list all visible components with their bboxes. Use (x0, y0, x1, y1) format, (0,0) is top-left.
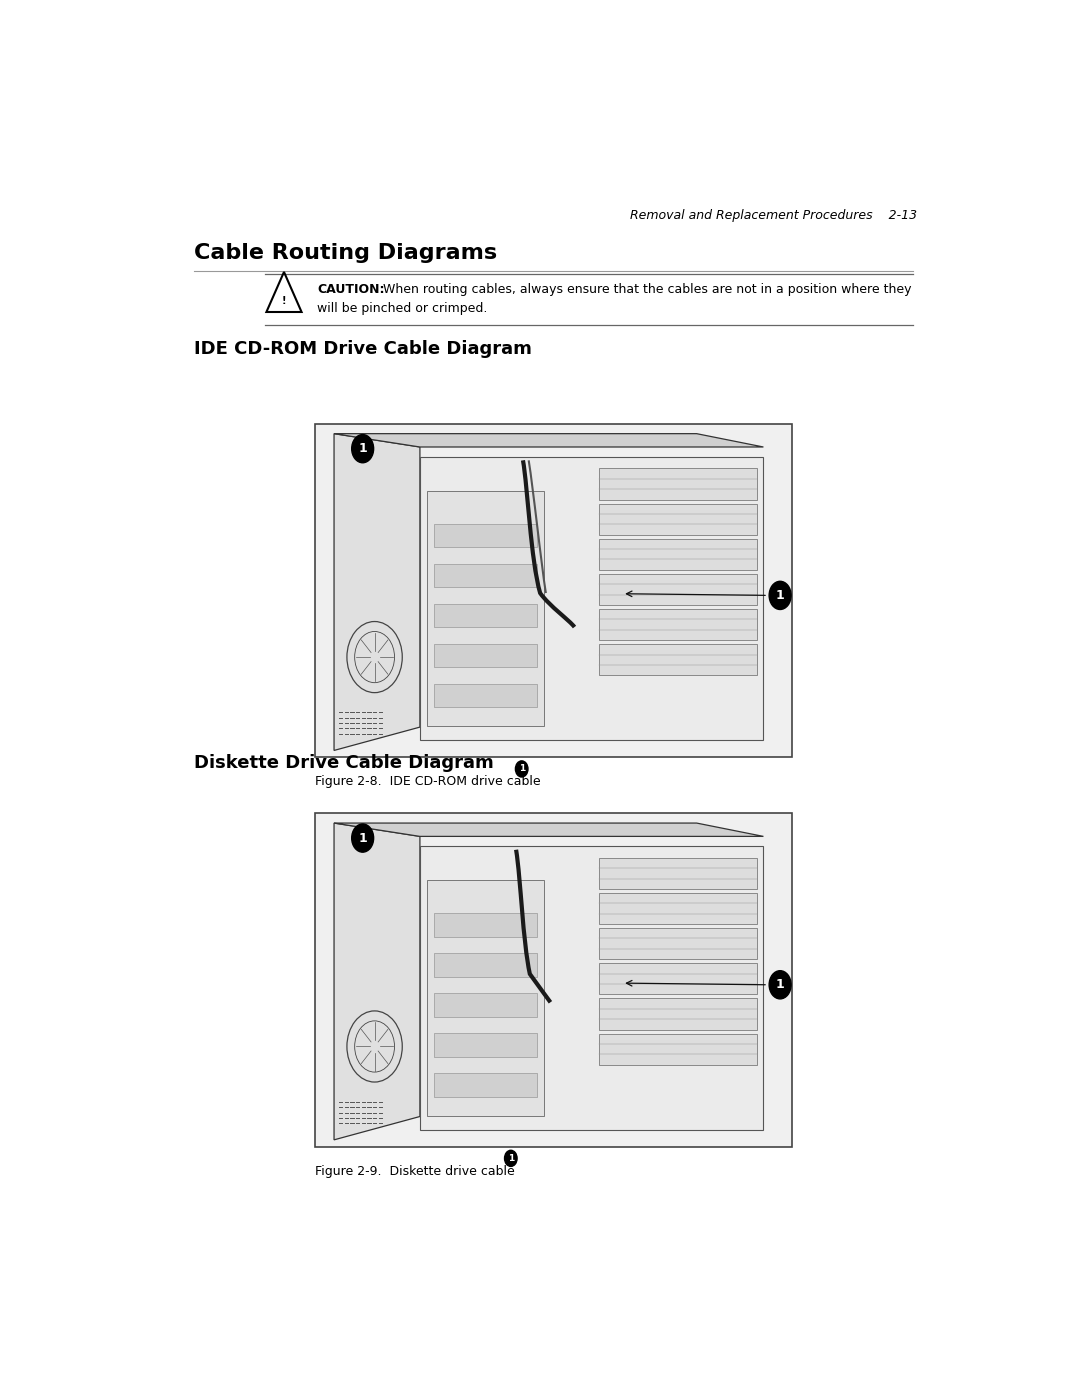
FancyBboxPatch shape (420, 847, 764, 1130)
Text: Diskette Drive Cable Diagram: Diskette Drive Cable Diagram (193, 754, 494, 773)
Circle shape (515, 761, 528, 777)
Polygon shape (334, 823, 764, 837)
FancyBboxPatch shape (598, 964, 757, 995)
FancyBboxPatch shape (598, 574, 757, 605)
Text: When routing cables, always ensure that the cables are not in a position where t: When routing cables, always ensure that … (375, 282, 912, 296)
FancyBboxPatch shape (420, 457, 764, 740)
FancyBboxPatch shape (434, 644, 537, 668)
Circle shape (769, 971, 791, 999)
FancyBboxPatch shape (434, 953, 537, 977)
Text: IDE CD-ROM Drive Cable Diagram: IDE CD-ROM Drive Cable Diagram (193, 339, 531, 358)
Text: 1: 1 (775, 978, 784, 992)
FancyBboxPatch shape (434, 524, 537, 548)
FancyBboxPatch shape (427, 880, 543, 1116)
Text: 1: 1 (359, 443, 367, 455)
FancyBboxPatch shape (598, 609, 757, 640)
FancyBboxPatch shape (434, 914, 537, 937)
Circle shape (352, 434, 374, 462)
FancyBboxPatch shape (598, 858, 757, 888)
Circle shape (504, 1150, 517, 1166)
Text: Figure 2-9.  Diskette drive cable: Figure 2-9. Diskette drive cable (315, 1165, 518, 1178)
FancyBboxPatch shape (598, 644, 757, 675)
Text: 1: 1 (518, 764, 525, 774)
FancyBboxPatch shape (598, 999, 757, 1030)
Text: !: ! (282, 296, 286, 306)
FancyBboxPatch shape (598, 468, 757, 500)
FancyBboxPatch shape (434, 1073, 537, 1097)
Text: Figure 2-8.  IDE CD-ROM drive cable: Figure 2-8. IDE CD-ROM drive cable (315, 775, 544, 788)
Text: 1: 1 (508, 1154, 514, 1162)
Text: Cable Routing Diagrams: Cable Routing Diagrams (193, 243, 497, 263)
FancyBboxPatch shape (598, 539, 757, 570)
Polygon shape (334, 823, 420, 1140)
FancyBboxPatch shape (598, 893, 757, 923)
Text: CAUTION:: CAUTION: (318, 282, 384, 296)
FancyBboxPatch shape (434, 993, 537, 1017)
FancyBboxPatch shape (434, 685, 537, 707)
FancyBboxPatch shape (598, 928, 757, 960)
Text: will be pinched or crimped.: will be pinched or crimped. (318, 302, 488, 316)
FancyBboxPatch shape (315, 813, 792, 1147)
FancyBboxPatch shape (598, 1034, 757, 1065)
FancyBboxPatch shape (427, 490, 543, 726)
FancyBboxPatch shape (434, 564, 537, 588)
Circle shape (352, 824, 374, 852)
Text: Removal and Replacement Procedures    2-13: Removal and Replacement Procedures 2-13 (631, 208, 918, 222)
FancyBboxPatch shape (434, 1034, 537, 1058)
Polygon shape (334, 433, 764, 447)
Text: 1: 1 (359, 831, 367, 845)
FancyBboxPatch shape (598, 503, 757, 535)
Circle shape (769, 581, 791, 609)
Polygon shape (334, 433, 420, 750)
FancyBboxPatch shape (434, 604, 537, 627)
FancyBboxPatch shape (315, 423, 792, 757)
Text: 1: 1 (775, 590, 784, 602)
